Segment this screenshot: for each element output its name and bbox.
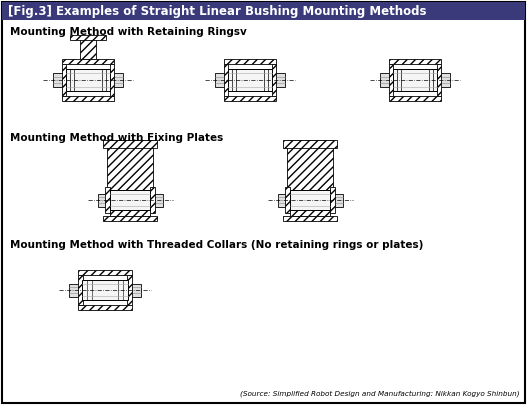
Bar [437,64,441,96]
Bar [105,187,110,213]
Bar [70,35,106,40]
Text: Mounting Method with Threaded Collars (No retaining rings or plates): Mounting Method with Threaded Collars (N… [10,240,423,250]
Bar [228,69,272,91]
Bar [110,64,114,96]
Bar [62,59,114,64]
Bar [224,96,276,101]
Text: Mounting Method with Fixing Plates: Mounting Method with Fixing Plates [10,133,223,143]
Bar [62,96,114,101]
Bar [389,96,441,101]
Bar [283,140,337,148]
Bar [215,73,285,87]
Bar [97,194,162,207]
Bar [82,280,128,300]
Text: [Fig.3] Examples of Straight Linear Bushing Mounting Methods: [Fig.3] Examples of Straight Linear Bush… [8,4,426,17]
Bar [78,275,83,305]
Bar [389,64,393,96]
Bar [69,284,141,296]
Bar [127,275,132,305]
Bar [110,190,150,210]
Bar [107,140,153,190]
Bar [66,69,110,91]
Bar [389,59,441,64]
Bar [80,37,96,59]
Bar [103,216,157,221]
Bar [283,216,337,221]
Bar [393,69,437,91]
Bar [290,210,330,216]
Text: Mounting Method with Retaining Ringsv: Mounting Method with Retaining Ringsv [10,27,247,37]
Bar [330,187,335,213]
Bar [278,194,343,207]
Bar [2,2,525,20]
Bar [53,73,123,87]
Bar [103,140,157,148]
Bar [110,210,150,216]
Bar [272,64,276,96]
Text: (Source: Simplified Robot Design and Manufacturing: Nikkan Kogyo Shinbun): (Source: Simplified Robot Design and Man… [240,390,520,397]
Bar [78,270,132,275]
Bar [380,73,450,87]
Bar [285,187,290,213]
Bar [78,305,132,310]
Bar [287,140,333,190]
Bar [62,64,66,96]
Bar [150,187,155,213]
Bar [224,64,228,96]
Bar [290,190,330,210]
Bar [224,59,276,64]
